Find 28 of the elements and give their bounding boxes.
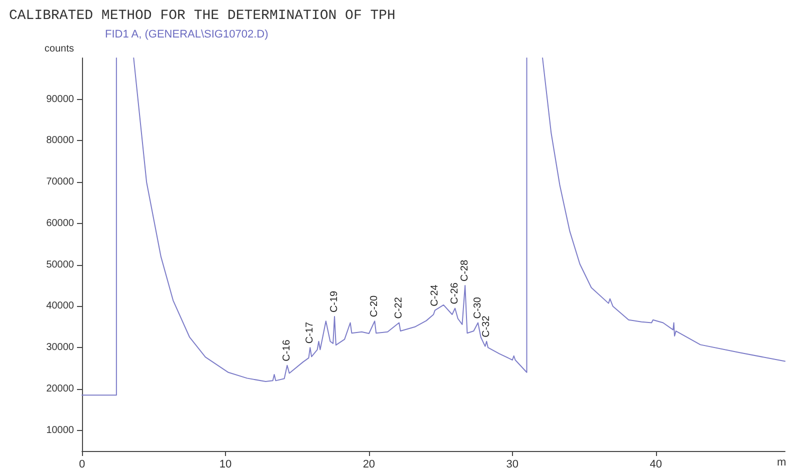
annotation: C-30 (472, 296, 484, 319)
x-tick-label: 40 (650, 458, 662, 470)
y-tick-label: 70000 (46, 176, 74, 188)
annotation: C-24 (429, 284, 440, 306)
y-axis-title: counts (44, 44, 74, 54)
annotation: C-19 (329, 290, 340, 313)
x-tick-label: 30 (506, 458, 519, 470)
annotation: C-22 (394, 296, 405, 319)
y-tick-label: 40000 (46, 300, 74, 312)
x-tick-label: 0 (78, 458, 86, 470)
y-tick-label: 20000 (46, 383, 74, 394)
annotation: C-16 (282, 339, 293, 362)
annotation: C-17 (304, 321, 316, 344)
annotation: C-26 (450, 282, 461, 304)
annotation: C-28 (460, 259, 471, 282)
x-axis-title: m (777, 456, 786, 468)
y-tick-label: 80000 (46, 135, 74, 146)
y-tick-label: 10000 (46, 424, 74, 436)
annotation: C-20 (369, 294, 380, 318)
y-tick-label: 30000 (46, 342, 74, 354)
x-tick-label: 10 (219, 458, 232, 470)
chart-subtitle: FID1 A, (GENERAL\SIG10702.D) (105, 28, 268, 40)
y-tick-label: 60000 (46, 218, 74, 229)
chart-title: CALIBRATED METHOD FOR THE DETERMINATION OF TPH (9, 8, 396, 24)
y-tick-label: 90000 (46, 94, 74, 105)
x-tick-label: 20 (362, 458, 376, 470)
y-tick-label: 50000 (46, 259, 74, 270)
annotation: C-32 (481, 315, 492, 338)
